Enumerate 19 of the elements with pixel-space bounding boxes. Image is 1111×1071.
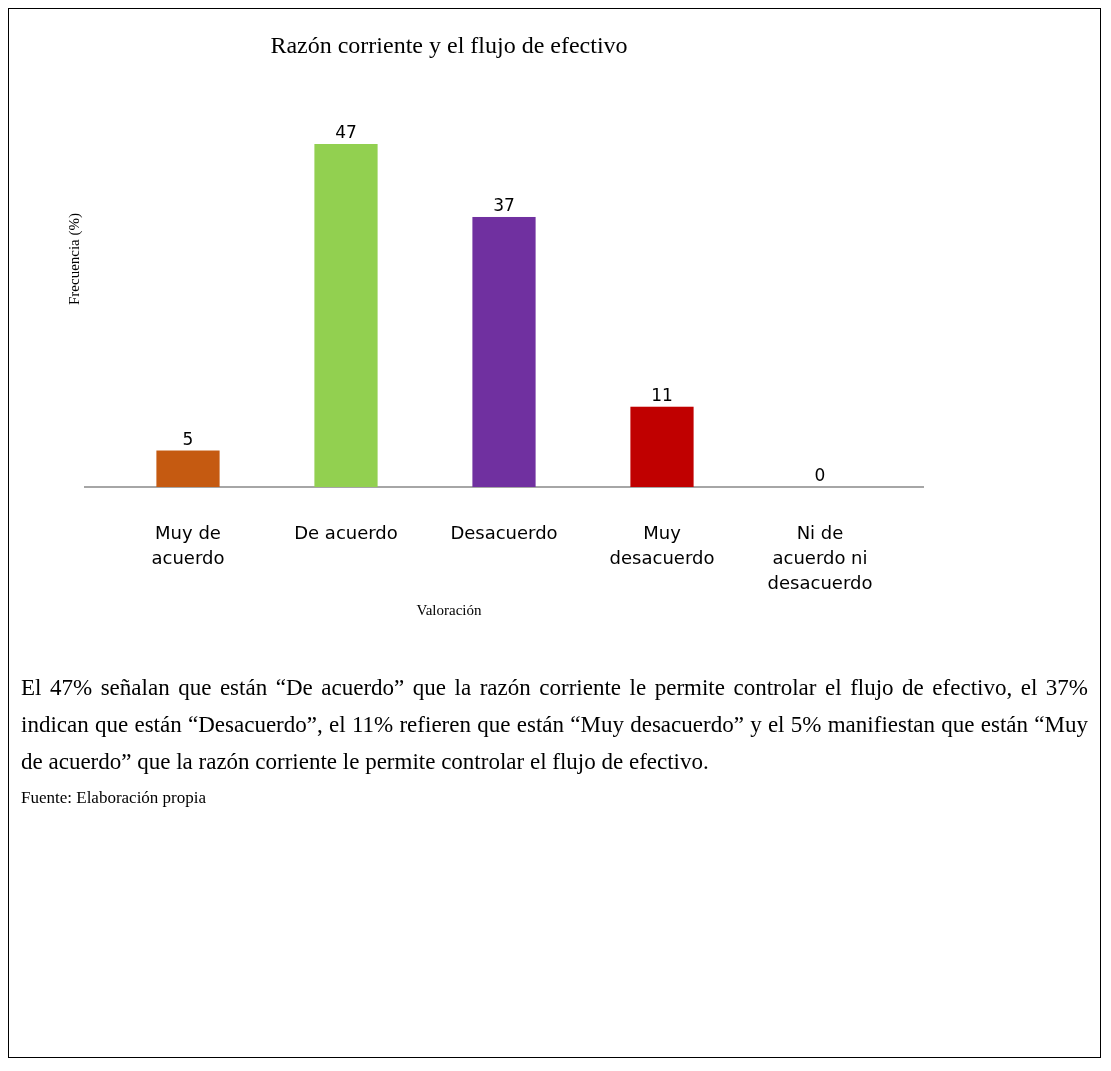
data-label: 11 [651, 384, 673, 405]
bar [630, 406, 694, 487]
x-tick-label: Desacuerdo [450, 522, 558, 543]
y-axis-title: Frecuencia (%) [66, 212, 83, 306]
bar [472, 216, 536, 487]
text: El 47% señalan que están “De acuerdo” que la razón corriente le permite controlar el flujo de efectivo, el 37% indican que están “Desacuerdo”, el 11% refieren que están “Muy desacuerdo” y el 5% manifiestan que están “Muy de acuerdo” que la razón corriente le permite controlar el flujo de efectivo. [21, 674, 1088, 776]
x-tick-label: Muy de acuerdo [151, 522, 225, 568]
data-label: 5 [182, 428, 194, 449]
x-tick-label: Muy desacuerdo [609, 522, 715, 568]
bar [314, 144, 378, 487]
x-axis-title: Valoración [416, 602, 482, 618]
x-tick-label: De acuerdo [294, 522, 398, 543]
data-label: 37 [493, 194, 515, 215]
data-label: 47 [335, 122, 357, 142]
bar [156, 450, 220, 487]
source-note: Fuente: Elaboración propia [21, 788, 208, 808]
data-label: 0 [814, 465, 826, 485]
chart-title: Razón corriente y el flujo de efectivo [270, 32, 628, 58]
x-tick-label: Ni de acuerdo ni desacuerdo [767, 522, 873, 593]
